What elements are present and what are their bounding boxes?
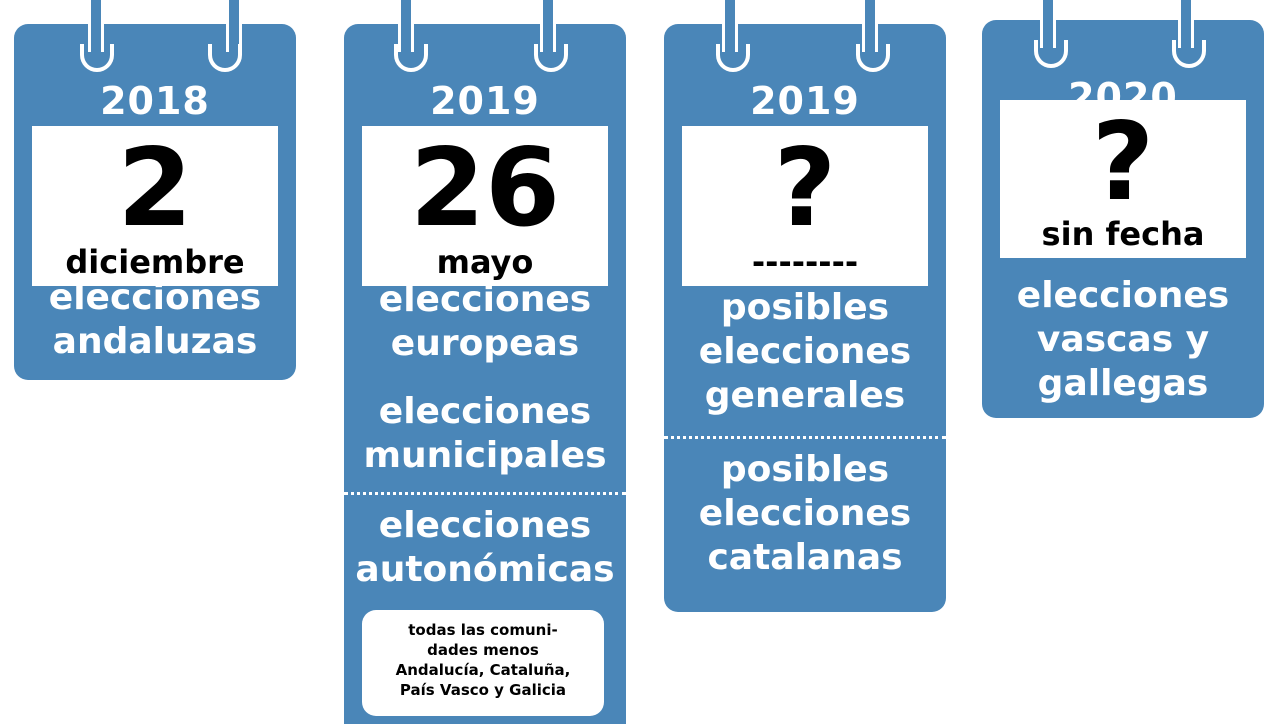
ring-icon [208,44,242,72]
calendar-day: ? [773,126,837,251]
calendar-card-2019-unknown: 2019 ? -------- posibles elecciones gene… [664,0,946,612]
calendar-year: 2019 [430,79,540,123]
election-label: posibles elecciones generales [698,287,912,416]
divider [344,492,626,495]
calendar-card-2020: 2020 ? sin fecha elecciones vascas y gal… [982,0,1264,418]
ring-icon [716,44,750,72]
calendar-month: mayo [436,243,534,281]
calendar-day: 26 [409,126,561,251]
calendar-card-2018: 2018 2 diciembre elecciones andaluzas [14,0,296,380]
calendar-month: -------- [751,243,859,281]
election-label: posibles elecciones catalanas [698,449,912,578]
election-label: elecciones vascas y gallegas [1016,275,1230,404]
ring-icon [1172,40,1206,68]
ring-icon [80,44,114,72]
ring-icon [534,44,568,72]
calendar-year: 2019 [750,79,860,123]
calendar-hanger-left [1040,0,1056,48]
ring-icon [394,44,428,72]
calendar-day: 2 [117,126,193,251]
election-label: elecciones municipales [363,391,607,476]
calendar-date-box: ? sin fecha [1000,100,1246,258]
calendar-hanger-left [398,0,414,52]
election-label: elecciones autonómicas [355,505,615,590]
calendar-hanger-right [862,0,878,52]
ring-icon [856,44,890,72]
calendar-date-box: ? -------- [682,126,928,286]
calendar-hanger-right [1178,0,1194,48]
calendar-date-box: 26 mayo [362,126,608,286]
calendar-date-box: 2 diciembre [32,126,278,286]
calendar-day: ? [1091,100,1155,225]
ring-icon [1034,40,1068,68]
calendar-year: 2018 [100,79,210,123]
election-label: elecciones europeas [378,279,592,364]
election-label: elecciones andaluzas [48,277,262,362]
calendar-card-2019-mayo: 2019 26 mayo elecciones europeas eleccio… [344,0,626,724]
calendar-hanger-right [226,0,242,52]
calendar-month: diciembre [65,243,245,281]
calendar-month: sin fecha [1041,215,1205,253]
calendar-hanger-left [88,0,104,52]
note-box: todas las comuni- dades menos Andalucía,… [362,610,604,716]
divider [664,436,946,439]
calendar-hanger-left [722,0,738,52]
calendar-hanger-right [540,0,556,52]
